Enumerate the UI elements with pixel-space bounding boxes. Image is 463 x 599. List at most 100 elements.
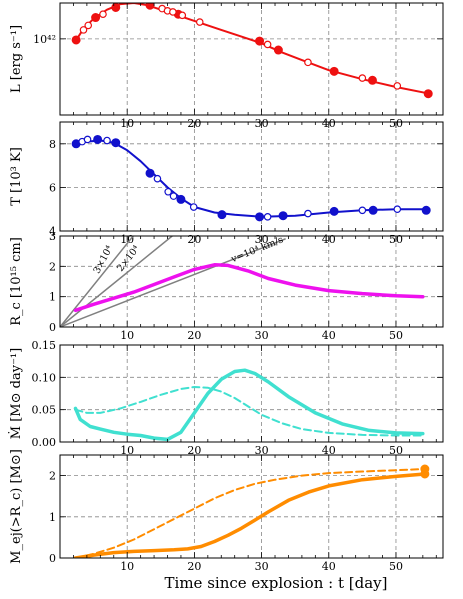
data-point-open	[169, 8, 177, 16]
data-point-filled	[367, 75, 377, 85]
annotation-label: 3×10⁴	[92, 244, 116, 276]
data-point-filled	[329, 206, 339, 216]
x-tick-label: 40	[322, 444, 336, 457]
y-axis-label: Ṁ [M⊙ day⁻¹]	[7, 348, 24, 439]
data-point-filled	[217, 210, 227, 220]
data-point-filled	[91, 13, 101, 23]
data-point-filled	[145, 168, 155, 178]
series-group	[71, 134, 431, 222]
series-line-1	[73, 472, 427, 558]
series-line-2	[60, 236, 173, 327]
data-point-open	[103, 136, 111, 145]
series-line-2	[74, 468, 426, 558]
data-point-open	[169, 192, 178, 200]
data-point-open	[178, 11, 187, 20]
data-point-filled	[93, 134, 103, 144]
y-tick-label: 1	[49, 511, 56, 524]
panel-frame	[59, 2, 444, 116]
x-tick-label: 50	[389, 444, 403, 457]
y-tick-label: 6	[49, 181, 56, 194]
data-point-open	[164, 187, 172, 196]
x-tick-label: 10	[120, 329, 134, 342]
series-line-1	[74, 139, 431, 218]
data-point-open	[263, 40, 272, 49]
data-point-filled	[273, 45, 283, 55]
data-point-open	[99, 10, 107, 19]
panel-frame	[59, 235, 444, 328]
y-axis-label: R_c [10¹⁵ cm]	[9, 237, 24, 326]
series-line-2	[74, 386, 424, 437]
data-point-open	[393, 82, 402, 90]
y-tick-label: 0.00	[32, 436, 57, 449]
y-tick-label: 4	[49, 225, 56, 238]
series-line-1	[74, 3, 431, 95]
y-tick-label: 1	[49, 291, 56, 304]
panel-frame	[59, 454, 444, 559]
y-tick-label: 0.15	[32, 339, 57, 352]
data-point-filled	[368, 205, 378, 215]
series-line-4	[73, 263, 425, 313]
data-point-open	[83, 135, 92, 144]
x-tick-label: 30	[255, 560, 269, 573]
panel-5: 10 20 30 40 50 0 1 2 M_ej(>R_c) [M⊙]	[9, 449, 444, 573]
data-point-filled	[421, 205, 431, 215]
data-point-filled	[145, 3, 155, 10]
x-tick-label: 20	[187, 329, 201, 342]
data-point-filled	[176, 194, 186, 204]
data-point-open	[153, 174, 162, 183]
series-line-1	[60, 236, 134, 327]
data-point-filled	[71, 35, 81, 45]
x-tick-label: 20	[187, 560, 201, 573]
x-tick-label: 30	[255, 444, 269, 457]
data-point-open	[393, 205, 402, 214]
panel-frame	[59, 344, 444, 443]
data-point-open	[189, 203, 198, 211]
data-point-open	[84, 21, 93, 30]
x-axis-label: Time since explosion : t [day]	[165, 574, 388, 592]
y-tick-label: 0	[49, 321, 56, 334]
data-point-open	[195, 18, 204, 26]
y-axis-label: L [erg s⁻¹]	[9, 25, 24, 93]
series-group	[71, 3, 433, 99]
data-point-filled	[111, 138, 121, 148]
series-group	[60, 236, 425, 327]
data-point-open	[263, 213, 272, 221]
series-line-1	[73, 368, 425, 442]
data-point-filled	[278, 211, 288, 221]
panel-4: 10 20 30 40 50 0.00 0.05 0.10 0.15 Ṁ [M⊙ day⁻¹]	[7, 339, 444, 457]
x-tick-label: 40	[322, 560, 336, 573]
y-tick-label: 0.10	[32, 371, 57, 384]
y-axis-label: T [10³ K]	[9, 147, 24, 206]
x-tick-label: 10	[120, 560, 134, 573]
data-point-filled	[255, 212, 265, 222]
annotation-label: 2×10⁴	[115, 243, 142, 273]
y-tick-label: 2	[49, 470, 56, 483]
x-tick-label: 50	[389, 560, 403, 573]
x-tick-label: 30	[255, 329, 269, 342]
series-group	[73, 368, 425, 442]
y-tick-label: 10⁴²	[33, 33, 56, 46]
y-axis-label: M_ej(>R_c) [M⊙]	[9, 449, 24, 564]
x-tick-label: 50	[389, 329, 403, 342]
x-tick-label: 10	[120, 444, 134, 457]
y-tick-label: 8	[49, 138, 56, 151]
y-tick-label: 0.05	[32, 404, 57, 417]
y-tick-label: 2	[49, 260, 56, 273]
data-point-filled	[111, 3, 121, 12]
data-point-filled	[255, 36, 265, 46]
x-tick-label: 20	[187, 444, 201, 457]
data-point-filled	[423, 89, 433, 99]
data-point-open	[304, 58, 312, 67]
data-point-filled	[420, 464, 430, 474]
x-tick-label: 40	[322, 329, 336, 342]
data-point-open	[304, 209, 312, 218]
series-line-3	[60, 238, 286, 327]
y-tick-label: 3	[49, 230, 56, 243]
data-point-open	[358, 206, 367, 215]
panel-frame	[59, 121, 444, 232]
data-point-open	[358, 74, 367, 82]
